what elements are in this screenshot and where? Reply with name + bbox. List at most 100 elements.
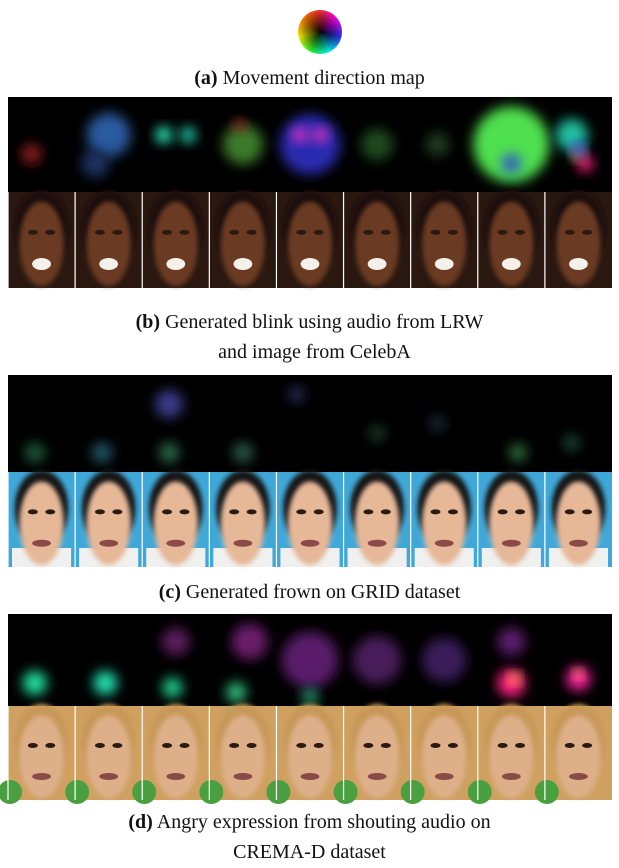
eye bbox=[112, 509, 122, 514]
mouth bbox=[233, 773, 252, 780]
eye bbox=[565, 509, 575, 514]
flow-blob bbox=[501, 154, 521, 174]
eye bbox=[582, 509, 592, 514]
flow-blob bbox=[155, 390, 183, 418]
mouth bbox=[368, 258, 387, 270]
flow-blob bbox=[226, 682, 246, 702]
mouth bbox=[368, 773, 387, 780]
eye bbox=[229, 509, 239, 514]
mouth bbox=[233, 258, 252, 270]
eye bbox=[45, 230, 55, 235]
eye bbox=[381, 743, 391, 748]
eye bbox=[565, 743, 575, 748]
face bbox=[87, 482, 131, 566]
mouth bbox=[435, 258, 454, 270]
eye bbox=[296, 509, 306, 514]
mouth bbox=[166, 258, 185, 270]
eye bbox=[565, 230, 575, 235]
eye bbox=[28, 743, 38, 748]
eye bbox=[112, 230, 122, 235]
eye bbox=[363, 743, 373, 748]
eye bbox=[515, 509, 525, 514]
face bbox=[556, 715, 600, 798]
eye bbox=[229, 743, 239, 748]
face bbox=[221, 202, 265, 286]
eye bbox=[515, 743, 525, 748]
flow-blob bbox=[234, 120, 246, 132]
mask-dot bbox=[401, 780, 425, 804]
image-strips bbox=[0, 0, 619, 868]
face bbox=[19, 715, 63, 798]
face bbox=[221, 482, 265, 566]
eye bbox=[229, 230, 239, 235]
mouth bbox=[32, 258, 51, 270]
eye bbox=[162, 230, 172, 235]
flow-blob bbox=[282, 632, 338, 688]
mouth bbox=[166, 540, 185, 547]
flow-blob bbox=[293, 128, 307, 142]
face bbox=[489, 202, 533, 286]
mouth bbox=[569, 540, 588, 547]
flow-blob bbox=[81, 150, 109, 178]
face bbox=[288, 715, 332, 798]
face bbox=[489, 482, 533, 566]
figure: (a) Movement direction map (b) Generated… bbox=[0, 0, 619, 868]
flow-blob bbox=[289, 386, 305, 402]
mouth bbox=[569, 258, 588, 270]
mouth bbox=[166, 773, 185, 780]
flow-blob bbox=[232, 624, 268, 660]
eye bbox=[430, 230, 440, 235]
eye bbox=[448, 743, 458, 748]
mouth bbox=[502, 773, 521, 780]
eye bbox=[180, 509, 190, 514]
face bbox=[355, 202, 399, 286]
face bbox=[19, 202, 63, 286]
eye bbox=[582, 230, 592, 235]
flow-blob bbox=[23, 671, 47, 695]
eye bbox=[296, 743, 306, 748]
eye bbox=[314, 509, 324, 514]
flow-blob bbox=[159, 443, 179, 463]
face bbox=[355, 482, 399, 566]
face bbox=[19, 482, 63, 566]
face bbox=[355, 715, 399, 798]
face bbox=[288, 482, 332, 566]
eye bbox=[515, 230, 525, 235]
mouth bbox=[233, 540, 252, 547]
flow-blob bbox=[92, 443, 112, 463]
eye bbox=[95, 230, 105, 235]
flow-blob bbox=[497, 669, 525, 697]
flow-blob bbox=[353, 636, 401, 684]
eye bbox=[498, 509, 508, 514]
eye bbox=[45, 743, 55, 748]
flow-blob bbox=[233, 443, 253, 463]
flow-blob bbox=[302, 689, 318, 705]
flow-blob bbox=[422, 638, 466, 682]
face bbox=[422, 482, 466, 566]
flow-blob bbox=[162, 628, 190, 656]
flow-blob bbox=[510, 673, 520, 683]
mouth bbox=[301, 540, 320, 547]
face bbox=[489, 715, 533, 798]
eye bbox=[162, 743, 172, 748]
eye bbox=[363, 230, 373, 235]
mouth bbox=[99, 773, 118, 780]
mouth bbox=[569, 773, 588, 780]
face bbox=[154, 202, 198, 286]
face bbox=[422, 202, 466, 286]
flow-blob bbox=[571, 142, 585, 156]
mask-dot bbox=[334, 780, 358, 804]
eye bbox=[180, 743, 190, 748]
eye bbox=[162, 509, 172, 514]
eye bbox=[247, 743, 257, 748]
mouth bbox=[99, 258, 118, 270]
eye bbox=[381, 509, 391, 514]
eye bbox=[28, 230, 38, 235]
face bbox=[556, 202, 600, 286]
face bbox=[288, 202, 332, 286]
flow-blob bbox=[25, 443, 45, 463]
mouth bbox=[368, 540, 387, 547]
eye bbox=[112, 743, 122, 748]
flow-blob bbox=[156, 127, 172, 143]
eye bbox=[363, 509, 373, 514]
